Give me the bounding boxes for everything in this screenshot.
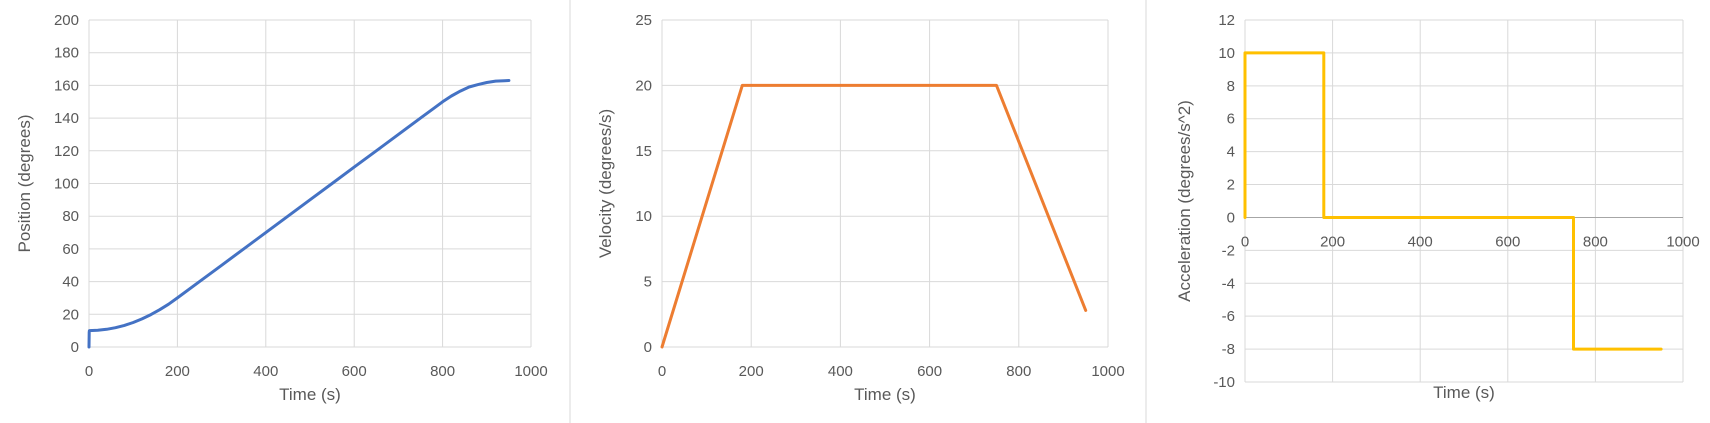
- x-axis-title: Time (s): [1433, 383, 1495, 402]
- y-tick-label: 10: [1218, 45, 1235, 62]
- y-tick-label: 120: [54, 143, 79, 160]
- x-tick-label: 600: [1495, 233, 1520, 250]
- x-tick-label: 800: [1006, 363, 1031, 380]
- y-tick-label: -6: [1222, 308, 1235, 325]
- y-tick-label: 25: [635, 12, 652, 29]
- y-axis-title: Acceleration (degrees/s^2): [1175, 100, 1194, 302]
- x-tick-label: 1000: [514, 363, 547, 380]
- x-tick-label: 400: [1408, 233, 1433, 250]
- y-tick-label: 160: [54, 77, 79, 94]
- x-tick-label: 800: [430, 363, 455, 380]
- y-tick-label: -4: [1222, 275, 1235, 292]
- series-line: [87, 79, 511, 349]
- x-tick-label: 1000: [1666, 233, 1699, 250]
- y-tick-label: 4: [1227, 144, 1235, 161]
- x-tick-label: 200: [165, 363, 190, 380]
- x-tick-label: 200: [1320, 233, 1345, 250]
- y-tick-label: 15: [635, 143, 652, 160]
- y-tick-label: 0: [1227, 209, 1235, 226]
- y-tick-label: 40: [62, 274, 79, 291]
- y-tick-label: 0: [644, 339, 652, 356]
- y-tick-label: -10: [1213, 374, 1235, 391]
- acceleration-chart: -10 -8 -6 -4 -2 0 2 4 6 8 10 12 0 200 400 600 800 1000 Tim…: [1175, 12, 1700, 402]
- x-tick-label: 200: [739, 363, 764, 380]
- y-tick-label: 20: [62, 306, 79, 323]
- x-tick-label: 0: [1241, 233, 1249, 250]
- y-tick-label: -8: [1222, 341, 1235, 358]
- y-tick-label: 140: [54, 110, 79, 127]
- x-tick-label: 400: [828, 363, 853, 380]
- x-axis-title: Time (s): [279, 385, 341, 404]
- y-tick-label: 5: [644, 274, 652, 291]
- y-tick-label: 100: [54, 176, 79, 193]
- position-chart: 0 20 40 60 80 100 120 140 160 180 200 0 200 400 600 800…: [15, 12, 548, 404]
- x-tick-label: 0: [658, 363, 666, 380]
- y-tick-label: 10: [635, 208, 652, 225]
- y-tick-label: 60: [62, 241, 79, 258]
- x-tick-label: 600: [342, 363, 367, 380]
- x-tick-label: 800: [1583, 233, 1608, 250]
- x-tick-label: 400: [253, 363, 278, 380]
- y-tick-label: 12: [1218, 12, 1235, 29]
- y-tick-label: 6: [1227, 111, 1235, 128]
- series-line: [1243, 51, 1663, 351]
- y-axis-title: Position (degrees): [15, 115, 34, 253]
- x-tick-label: 0: [85, 363, 93, 380]
- y-tick-label: 0: [71, 339, 79, 356]
- y-tick-label: 2: [1227, 177, 1235, 194]
- y-axis-title: Velocity (degrees/s): [596, 109, 615, 258]
- y-tick-label: 20: [635, 77, 652, 94]
- y-tick-label: 8: [1227, 78, 1235, 95]
- x-tick-label: 600: [917, 363, 942, 380]
- series-line: [660, 83, 1088, 349]
- x-tick-label: 1000: [1091, 363, 1124, 380]
- x-axis-title: Time (s): [854, 385, 916, 404]
- y-tick-label: 180: [54, 45, 79, 62]
- y-tick-label: 200: [54, 12, 79, 29]
- velocity-chart: 0 5 10 15 20 25 0 200 400 600 800 1000 Time (s) Veloc…: [596, 12, 1125, 404]
- y-tick-label: -2: [1222, 242, 1235, 259]
- y-tick-label: 80: [62, 208, 79, 225]
